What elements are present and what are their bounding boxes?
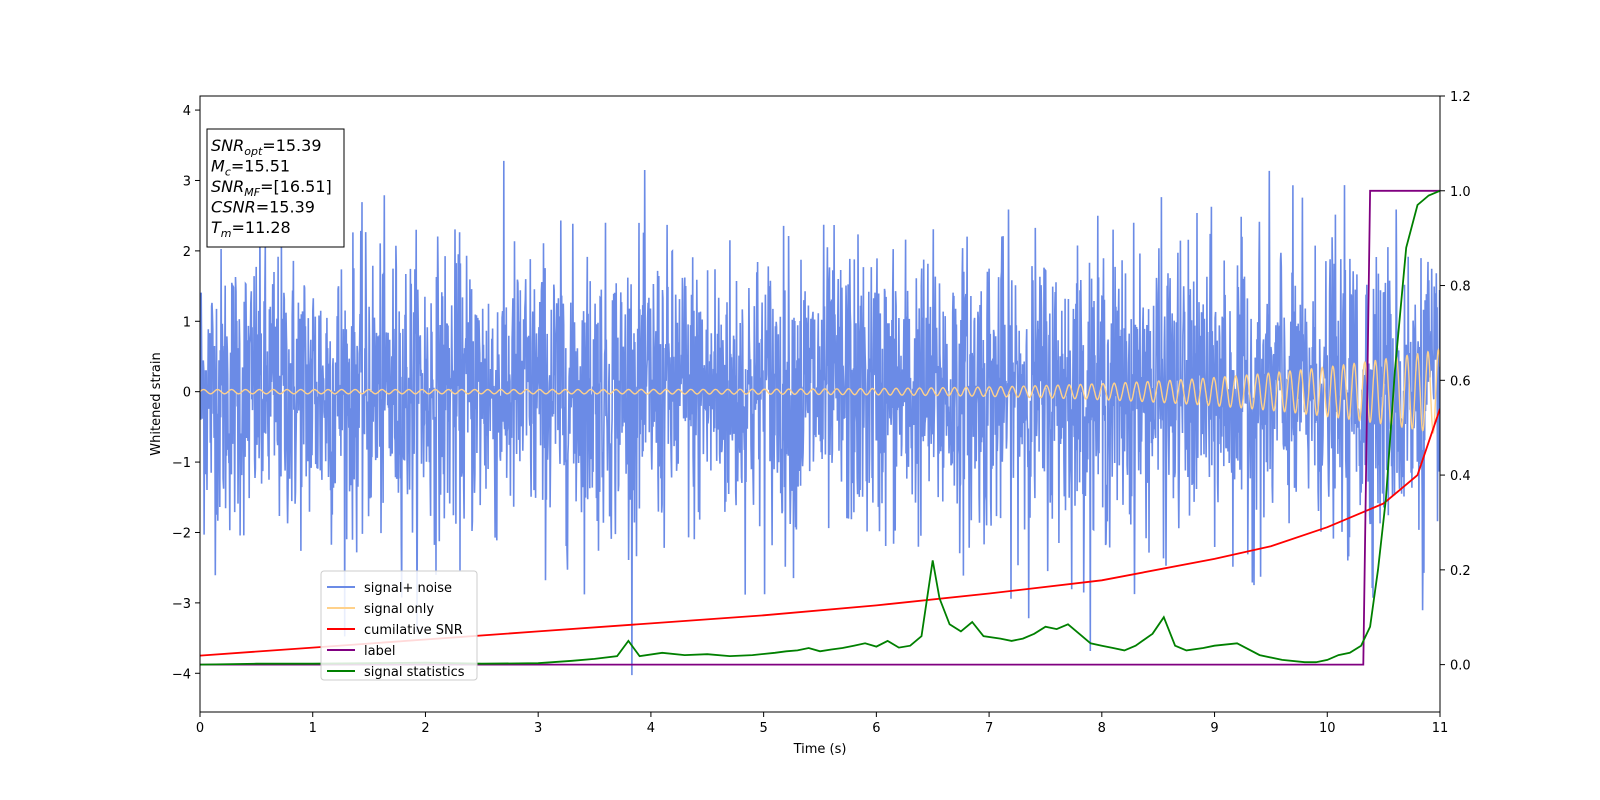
legend: signal+ noise signal only cumilative SNR la… <box>320 570 478 681</box>
y-left-tick-label: 3 <box>183 174 191 189</box>
y-right-tick-label: 0.4 <box>1450 469 1471 484</box>
y-left-tick-label: −4 <box>172 667 191 682</box>
x-tick-label: 4 <box>647 721 655 736</box>
y-axis-left: −4 −3 −2 −1 0 1 2 3 4 <box>172 104 200 682</box>
x-axis-label: Time (s) <box>793 742 847 757</box>
signal-only-series <box>200 347 1440 435</box>
legend-label: signal statistics <box>364 665 465 680</box>
x-tick-label: 8 <box>1098 721 1106 736</box>
legend-label: signal+ noise <box>364 581 452 596</box>
x-tick-label: 3 <box>534 721 542 736</box>
y-axis-label: Whitened strain <box>149 352 164 455</box>
x-tick-label: 6 <box>872 721 880 736</box>
x-tick-label: 7 <box>985 721 993 736</box>
y-left-tick-label: 2 <box>183 245 191 260</box>
y-left-tick-label: −2 <box>172 526 191 541</box>
x-axis: 0 1 2 3 4 5 6 7 8 9 10 11 <box>196 712 1448 736</box>
x-tick-label: 10 <box>1319 721 1336 736</box>
y-left-tick-label: −1 <box>172 456 191 471</box>
legend-label: cumilative SNR <box>364 623 463 638</box>
y-right-tick-label: 1.2 <box>1450 90 1471 105</box>
annotation-line: CSNR=15.39 <box>211 198 315 217</box>
x-tick-label: 9 <box>1210 721 1218 736</box>
y-axis-right: 0.0 0.2 0.4 0.6 0.8 1.0 1.2 <box>1440 90 1471 674</box>
plot-frame <box>199 95 1441 713</box>
y-right-tick-label: 1.0 <box>1450 185 1471 200</box>
legend-frame <box>320 570 478 681</box>
signal-only-line <box>200 347 1440 435</box>
y-right-tick-label: 0.2 <box>1450 564 1471 579</box>
y-right-tick-label: 0.6 <box>1450 374 1471 389</box>
y-right-tick-label: 0.8 <box>1450 280 1471 295</box>
x-tick-label: 11 <box>1432 721 1449 736</box>
y-left-tick-label: −3 <box>172 597 191 612</box>
annotation-box: SNRopt=15.39Mc=15.51SNRMF=[16.51]CSNR=15… <box>206 128 345 248</box>
x-tick-label: 5 <box>759 721 767 736</box>
y-left-tick-label: 1 <box>183 315 191 330</box>
y-right-tick-label: 0.0 <box>1450 659 1471 674</box>
label-line <box>200 189 1440 666</box>
y-left-tick-label: 0 <box>183 386 191 401</box>
annotation-line: Tm=11.28 <box>211 218 291 240</box>
legend-label: label <box>364 644 395 659</box>
annotation-line: SNRMF=[16.51] <box>211 177 332 199</box>
x-tick-label: 2 <box>421 721 429 736</box>
legend-label: signal only <box>364 602 434 617</box>
x-tick-label: 0 <box>196 721 204 736</box>
annotation-frame <box>206 128 345 248</box>
annotation-line: Mc=15.51 <box>211 157 290 179</box>
annotation-line: SNRopt=15.39 <box>211 136 322 158</box>
y-left-tick-label: 4 <box>183 104 191 119</box>
x-tick-label: 1 <box>309 721 317 736</box>
signal-statistics-line <box>200 189 1440 666</box>
